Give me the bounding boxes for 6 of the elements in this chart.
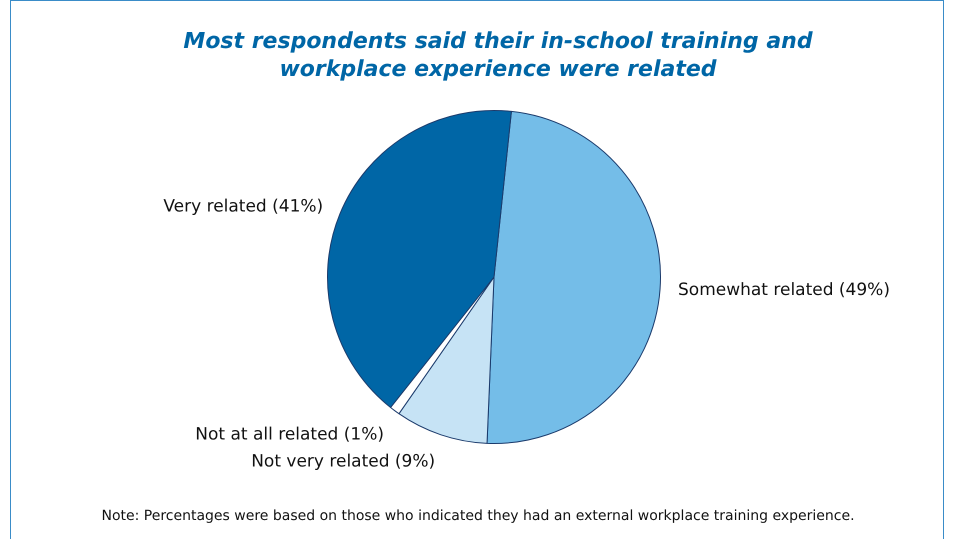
slice-label: Somewhat related (49%) bbox=[678, 280, 890, 300]
slice-label: Not very related (9%) bbox=[251, 451, 436, 472]
slice-label: Very related (41%) bbox=[163, 196, 324, 217]
text: Note: Percentages were based on those who indicated they had an external workplace training experience. bbox=[100, 508, 856, 524]
slice-label: Not at all related (1%) bbox=[195, 424, 384, 445]
chart-title: Most respondents said their in-school training and workplace experience were related bbox=[182, 28, 814, 84]
